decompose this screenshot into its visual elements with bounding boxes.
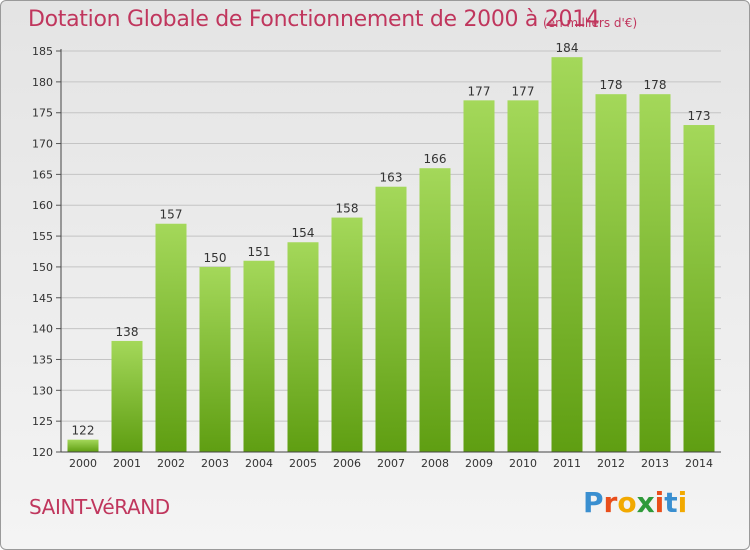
data-label: 173 <box>688 109 711 123</box>
x-tick-label: 2012 <box>597 457 625 470</box>
bar-2001 <box>111 340 143 452</box>
data-label: 138 <box>116 325 139 339</box>
x-tick-label: 2001 <box>113 457 141 470</box>
y-tick-label: 145 <box>32 292 53 305</box>
y-tick-label: 125 <box>32 415 53 428</box>
logo-letter: x <box>636 486 655 519</box>
logo-letter: t <box>664 486 678 519</box>
x-tick-label: 2009 <box>465 457 493 470</box>
data-label: 122 <box>72 424 95 438</box>
x-tick-label: 2003 <box>201 457 229 470</box>
data-label: 177 <box>512 84 535 98</box>
x-tick-label: 2005 <box>289 457 317 470</box>
x-tick-label: 2013 <box>641 457 669 470</box>
chart-title: Dotation Globale de Fonctionnement de 20… <box>28 7 600 32</box>
data-label: 163 <box>380 171 403 185</box>
data-label: 166 <box>424 152 447 166</box>
bar-2002 <box>155 223 187 452</box>
logo-letter: o <box>617 486 637 519</box>
y-tick-label: 185 <box>32 45 53 58</box>
data-label: 177 <box>468 84 491 98</box>
bar-2005 <box>287 242 319 452</box>
bar-2003 <box>199 266 231 452</box>
x-tick-label: 2006 <box>333 457 361 470</box>
y-tick-label: 165 <box>32 168 53 181</box>
data-label: 178 <box>644 78 667 92</box>
x-tick-label: 2008 <box>421 457 449 470</box>
y-tick-label: 120 <box>32 446 53 459</box>
bar-2006 <box>331 217 363 452</box>
data-label: 154 <box>292 226 315 240</box>
x-tick-label: 2000 <box>69 457 97 470</box>
bar-2010 <box>507 100 539 452</box>
bar-2012 <box>595 94 627 452</box>
x-tick-label: 2010 <box>509 457 537 470</box>
y-tick-label: 155 <box>32 230 53 243</box>
data-label: 158 <box>336 202 359 216</box>
commune-name: SAINT-VéRAND <box>29 495 170 519</box>
unit-note: (en milliers d'€) <box>543 16 638 30</box>
data-label: 157 <box>160 208 183 222</box>
x-tick-label: 2011 <box>553 457 581 470</box>
y-tick-label: 170 <box>32 138 53 151</box>
bar-2009 <box>463 100 495 452</box>
y-tick-label: 175 <box>32 107 53 120</box>
bar-2000 <box>67 439 99 452</box>
x-tick-label: 2002 <box>157 457 185 470</box>
bar-2008 <box>419 168 451 452</box>
y-tick-label: 150 <box>32 261 53 274</box>
data-label: 184 <box>556 41 579 55</box>
bar-2014 <box>683 125 715 453</box>
y-tick-label: 135 <box>32 353 53 366</box>
y-tick-label: 140 <box>32 323 53 336</box>
logo-letter: i <box>654 486 665 519</box>
y-tick-label: 180 <box>32 76 53 89</box>
data-label: 150 <box>204 251 227 265</box>
y-tick-label: 160 <box>32 199 53 212</box>
y-tick-label: 130 <box>32 384 53 397</box>
x-tick-label: 2007 <box>377 457 405 470</box>
x-tick-label: 2014 <box>685 457 713 470</box>
bar-2013 <box>639 94 671 452</box>
data-label: 151 <box>248 245 271 259</box>
bar-2011 <box>551 57 583 453</box>
logo-letter: r <box>603 486 618 519</box>
logo-letter: i <box>677 486 688 519</box>
logo-letter: P <box>583 486 604 519</box>
proxiti-logo: Proxiti <box>583 486 687 519</box>
data-label: 178 <box>600 78 623 92</box>
x-tick-label: 2004 <box>245 457 273 470</box>
bar-2007 <box>375 186 407 452</box>
bar-2004 <box>243 260 275 452</box>
